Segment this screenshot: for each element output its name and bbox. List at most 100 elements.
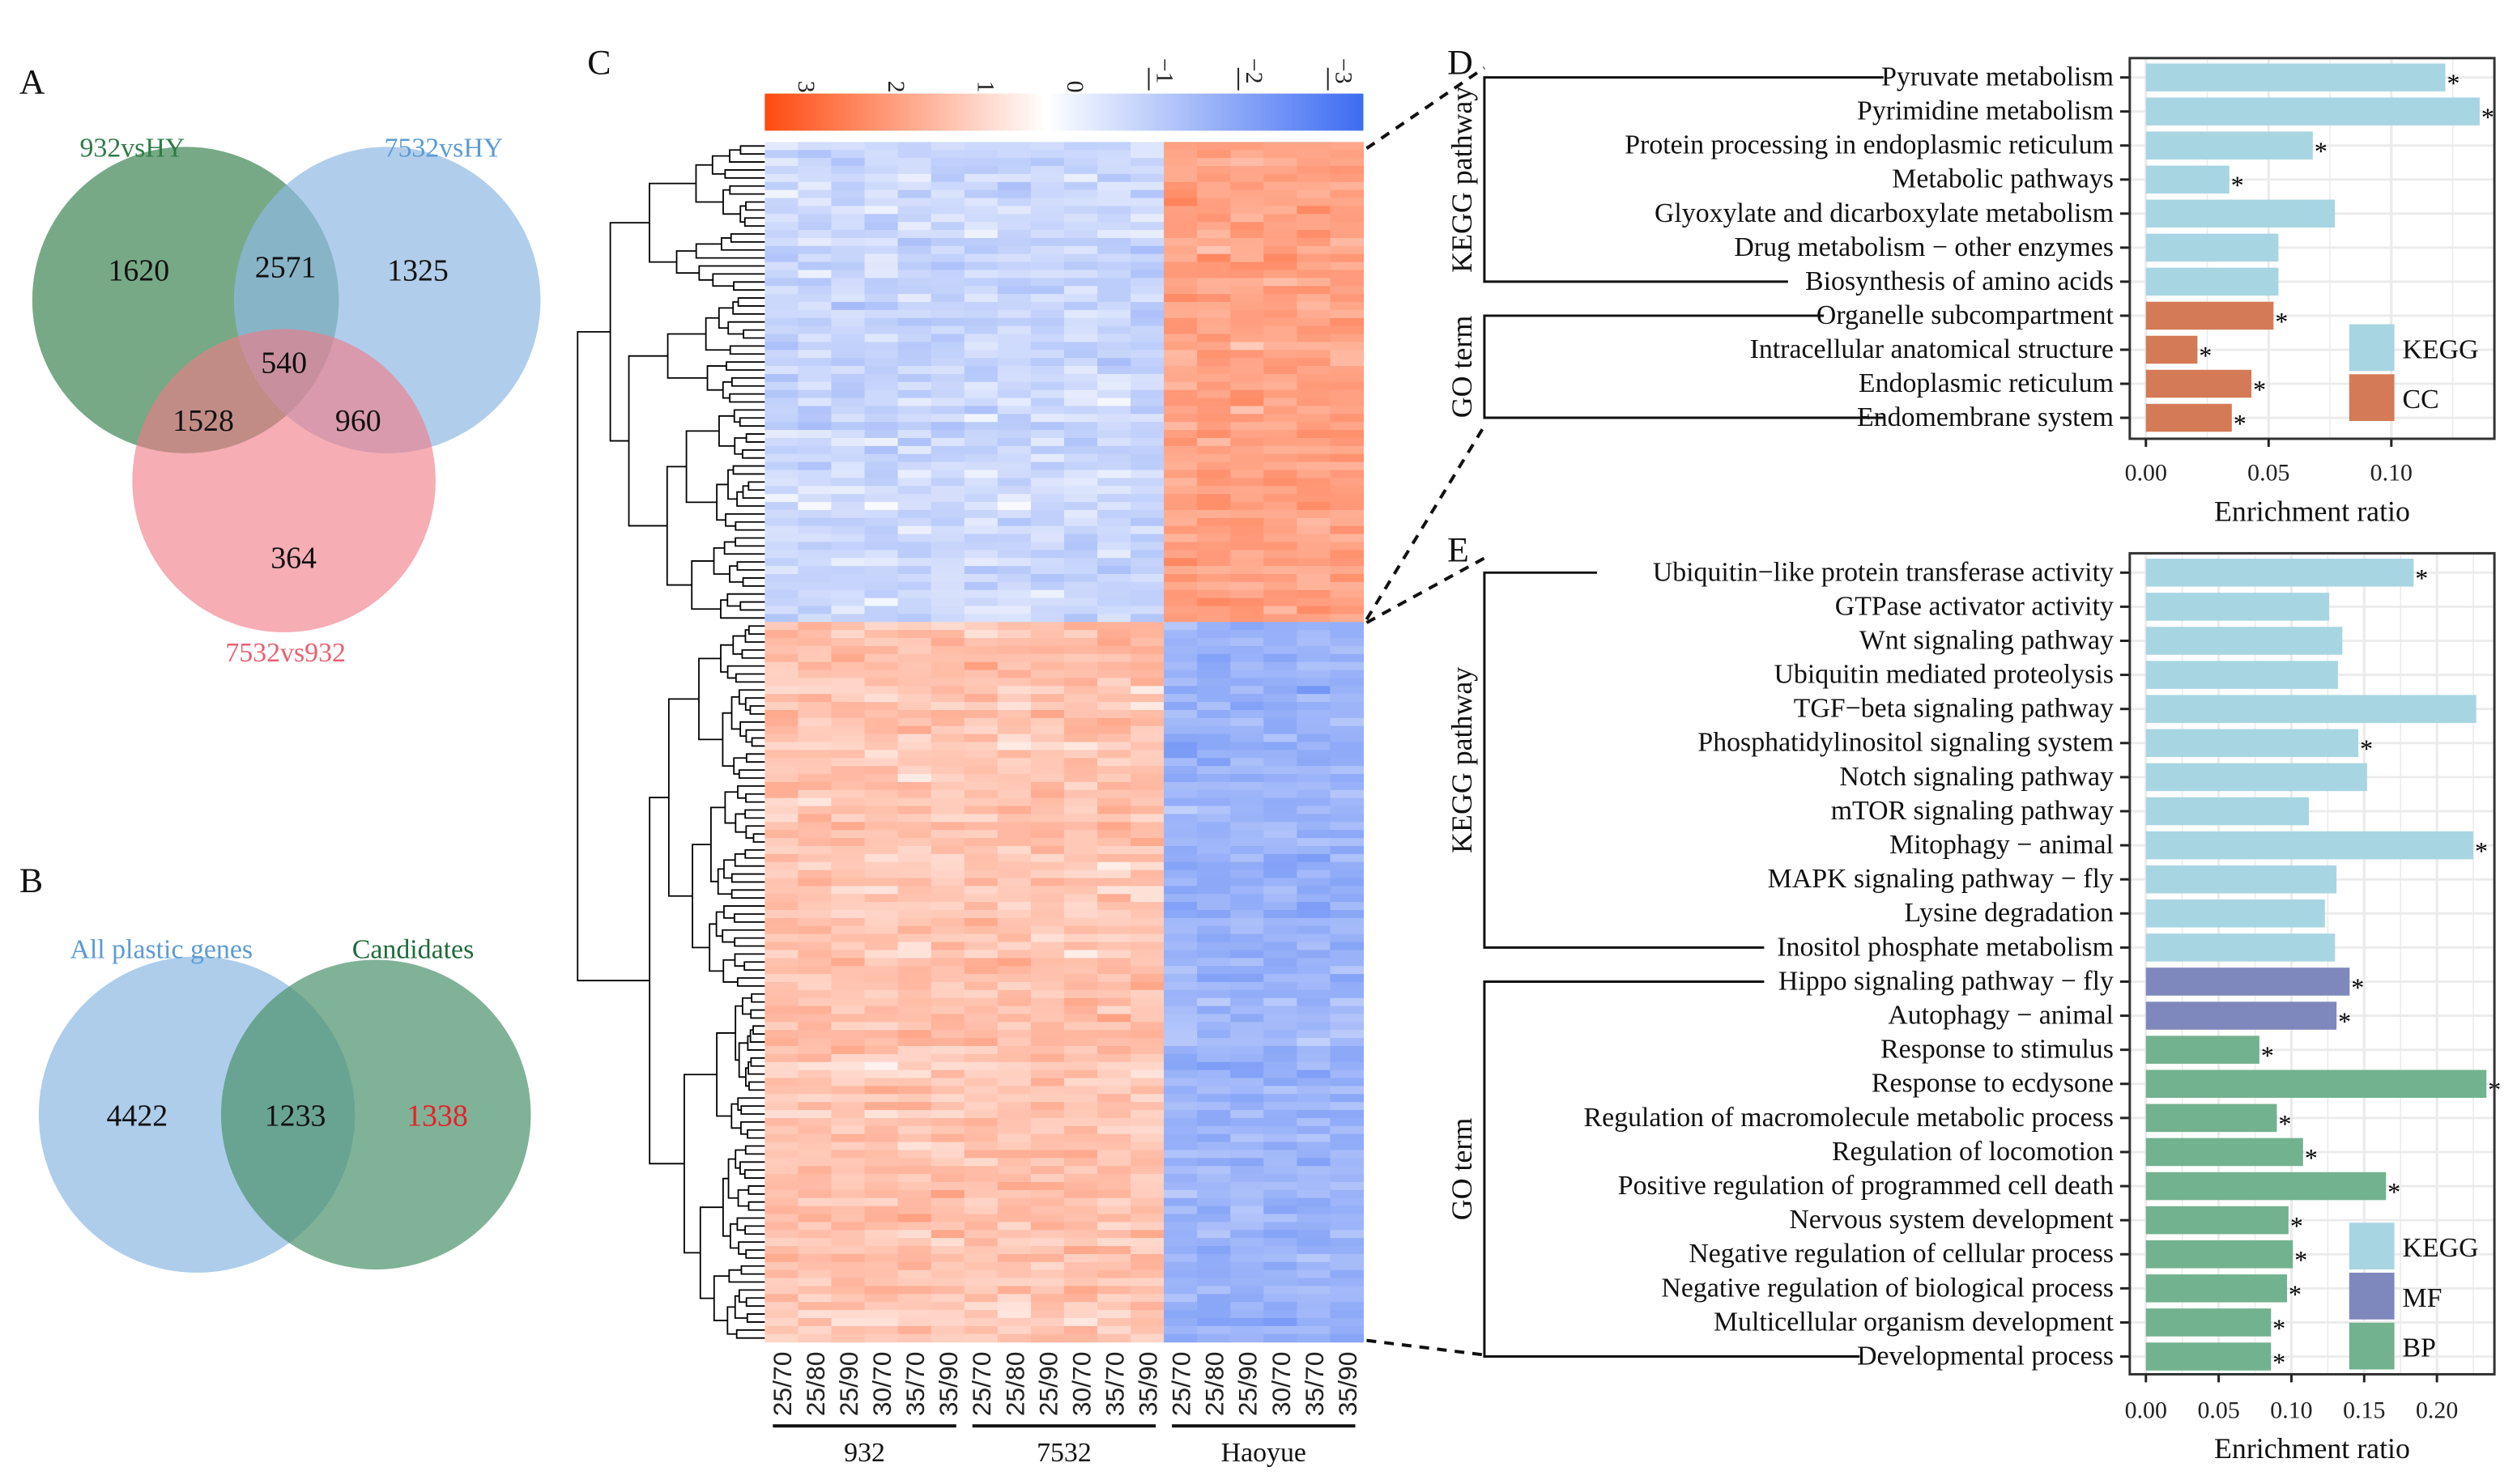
heatmap-cell	[964, 1069, 999, 1079]
heatmap-cell	[1131, 509, 1165, 519]
bar	[2145, 763, 2367, 792]
heatmap-cell	[897, 997, 932, 1007]
heatmap-cell	[1097, 558, 1131, 567]
heatmap-cell	[997, 589, 1032, 599]
heatmap-cell	[931, 478, 965, 487]
heatmap-cell	[1030, 534, 1065, 543]
heatmap-cell	[864, 1133, 899, 1143]
heatmap-cell	[1330, 997, 1365, 1007]
heatmap-cell	[864, 830, 899, 839]
heatmap-cell	[931, 406, 965, 415]
heatmap-cell	[798, 958, 833, 967]
heatmap-cell	[864, 325, 899, 335]
dendrogram-branch	[747, 1185, 765, 1195]
heatmap-cell	[997, 1310, 1032, 1319]
heatmap-cell	[897, 614, 932, 623]
heatmap-cell	[1297, 181, 1331, 191]
heatmap-cell	[1230, 670, 1264, 679]
heatmap-cell	[931, 453, 965, 463]
heatmap-cell	[1131, 389, 1165, 399]
heatmap-cell	[864, 1030, 899, 1039]
heatmap-cell	[1131, 222, 1165, 231]
heatmap-cell	[831, 950, 866, 959]
heatmap-cell	[1197, 317, 1231, 327]
heatmap-cell	[1230, 422, 1264, 431]
heatmap-cell	[1263, 878, 1297, 887]
heatmap-cell	[1263, 910, 1297, 919]
heatmap-cell	[1097, 1310, 1131, 1319]
dendrogram-branch	[729, 565, 743, 583]
heatmap-cell	[798, 1238, 833, 1247]
heatmap-cell	[1297, 750, 1331, 759]
heatmap-cell	[931, 981, 965, 991]
heatmap-cell	[764, 686, 799, 695]
heatmap-cell	[1131, 414, 1165, 423]
heatmap-cell	[997, 245, 1032, 255]
heatmap-cell	[1030, 1205, 1065, 1215]
heatmap-cell	[798, 1086, 833, 1095]
heatmap-cell	[997, 414, 1032, 423]
heatmap-cell	[1164, 1006, 1198, 1015]
heatmap-cell	[764, 1286, 799, 1295]
heatmap-cell	[1297, 525, 1331, 535]
heatmap-cell	[831, 1150, 866, 1159]
heatmap-cell	[897, 910, 932, 919]
heatmap-cell	[798, 1133, 833, 1143]
heatmap-cell	[897, 366, 932, 375]
heatmap-cell	[1330, 917, 1365, 927]
column-label: 30/70	[867, 1352, 896, 1417]
heatmap-cell	[1263, 478, 1297, 487]
heatmap-cell	[997, 1094, 1032, 1103]
heatmap-cell	[897, 1214, 932, 1223]
heatmap-cell	[964, 325, 999, 335]
heatmap-cell	[1263, 214, 1297, 223]
heatmap-cell	[931, 989, 965, 999]
heatmap-cell	[1097, 1078, 1131, 1087]
heatmap-cell	[1131, 686, 1165, 695]
heatmap-cell	[831, 430, 866, 439]
heatmap-cell	[1097, 822, 1131, 831]
heatmap-cell	[1164, 1022, 1198, 1031]
heatmap-cell	[1230, 870, 1264, 879]
heatmap-cell	[1030, 517, 1065, 527]
heatmap-cell	[1097, 158, 1131, 167]
dendrogram-branch	[745, 1297, 765, 1308]
heatmap-cell	[964, 981, 999, 991]
heatmap-cell	[1131, 678, 1165, 687]
heatmap-cell	[997, 534, 1032, 543]
heatmap-cell	[798, 670, 833, 679]
heatmap-cell	[1164, 1214, 1198, 1223]
heatmap-cell	[1263, 686, 1297, 695]
heatmap-cell	[1297, 630, 1331, 639]
heatmap-cell	[1063, 486, 1098, 495]
heatmap-cell	[1197, 398, 1231, 407]
heatmap-cell	[1063, 806, 1098, 815]
heatmap-cell	[964, 797, 999, 807]
heatmap-cell	[1097, 406, 1131, 415]
heatmap-cell	[1063, 1253, 1098, 1263]
heatmap-cell	[864, 653, 899, 663]
heatmap-cell	[1030, 1189, 1065, 1199]
heatmap-cell	[964, 925, 999, 935]
heatmap-cell	[1197, 262, 1231, 271]
heatmap-cell	[1297, 1038, 1331, 1047]
heatmap-cell	[831, 342, 866, 351]
heatmap-cell	[831, 262, 866, 271]
heatmap-cell	[1197, 142, 1231, 151]
heatmap-cell	[1230, 1182, 1264, 1191]
bar-chart-e: *Ubiquitin−like protein transferase acti…	[1446, 551, 2501, 1465]
heatmap-cell	[1230, 1197, 1264, 1207]
heatmap-cell	[864, 702, 899, 711]
heatmap-cell	[831, 270, 866, 279]
heatmap-cell	[864, 237, 899, 247]
heatmap-cell	[1164, 830, 1198, 839]
heatmap-cell	[997, 622, 1032, 631]
heatmap-cell	[798, 166, 833, 175]
heatmap-cell	[1263, 870, 1297, 879]
heatmap-cell	[1197, 853, 1231, 863]
heatmap-cell	[1164, 398, 1198, 407]
heatmap-cell	[897, 1189, 932, 1199]
venn-set-label: 932vsHY	[79, 133, 185, 163]
heatmap-cell	[831, 1325, 866, 1335]
heatmap-cell	[1330, 933, 1365, 943]
